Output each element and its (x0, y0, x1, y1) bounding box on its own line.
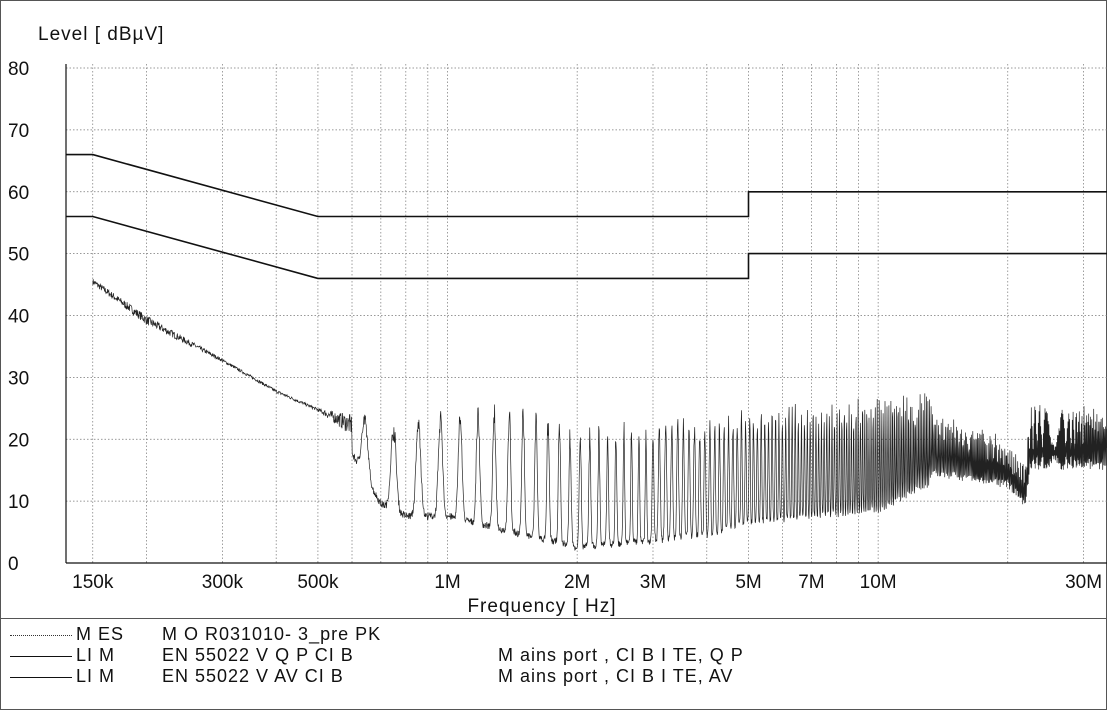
x-axis-title: Frequency [ Hz] (467, 596, 616, 617)
legend-name: EN 55022 V AV CI B (162, 666, 344, 686)
legend-row-lim-qp: LI M EN 55022 V Q P CI B M ains port , C… (10, 645, 1100, 666)
limit-line-qp (66, 153, 1107, 218)
x-tick-label: 500k (297, 572, 339, 593)
y-tick-label: 80 (8, 59, 29, 80)
legend-swatch-solid (10, 656, 72, 657)
x-tick-labels: 150k 300k 500k 1M 2M 3M 5M 7M 10M 30M (72, 572, 1102, 593)
y-tick-label: 60 (8, 183, 29, 204)
y-axis-title: Level [ dBµV] (38, 24, 164, 45)
y-tick-label: 10 (8, 492, 29, 513)
limit-line-av (66, 215, 1107, 280)
x-tick-label: 7M (798, 572, 824, 593)
x-tick-label: 3M (640, 572, 666, 593)
limit-layer (66, 153, 1107, 280)
y-tick-label: 70 (8, 121, 29, 142)
legend-row-mes: M ES M O R031010- 3_pre PK (10, 624, 1100, 645)
y-tick-labels: 0 10 20 30 40 50 60 70 80 (8, 59, 29, 575)
x-tick-label: 150k (72, 572, 114, 593)
x-tick-label: 30M (1065, 572, 1102, 593)
measurement-layer (92, 279, 1107, 551)
y-tick-label: 0 (8, 554, 19, 575)
legend-description: M ains port , CI B I TE, Q P (498, 645, 744, 665)
x-tick-label: 2M (564, 572, 590, 593)
axis-layer (65, 64, 1107, 564)
measurement-trace (92, 279, 1107, 551)
legend-row-lim-av: LI M EN 55022 V AV CI B M ains port , CI… (10, 666, 1100, 687)
y-tick-label: 30 (8, 368, 29, 389)
y-tick-label: 20 (8, 430, 29, 451)
y-tick-label: 50 (8, 245, 29, 266)
legend-kind: LI M (76, 666, 116, 686)
legend-description: M ains port , CI B I TE, AV (498, 666, 734, 686)
x-tick-label: 10M (860, 572, 897, 593)
legend-name: EN 55022 V Q P CI B (162, 645, 354, 665)
legend: M ES M O R031010- 3_pre PK LI M EN 55022… (10, 624, 1100, 687)
legend-name: M O R031010- 3_pre PK (162, 624, 382, 644)
x-tick-label: 1M (434, 572, 460, 593)
x-tick-label: 5M (735, 572, 761, 593)
x-tick-label: 300k (202, 572, 244, 593)
legend-swatch-dotted (10, 635, 72, 636)
y-tick-label: 40 (8, 307, 29, 328)
legend-swatch-solid (10, 677, 72, 678)
grid-layer (66, 64, 1107, 563)
legend-kind: LI M (76, 645, 116, 665)
legend-kind: M ES (76, 624, 125, 644)
